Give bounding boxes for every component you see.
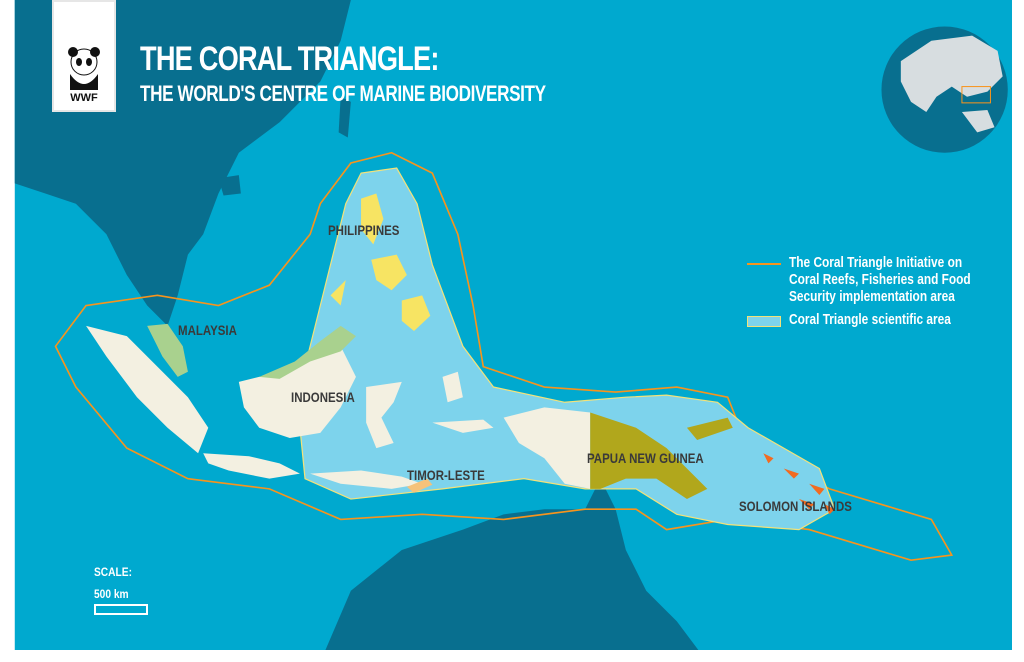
orange-line-swatch xyxy=(747,263,781,265)
globe-highlight-box xyxy=(961,86,991,104)
wwf-logo: WWF xyxy=(52,0,116,112)
legend-text: Security implementation area xyxy=(789,289,955,305)
legend-item-scientific-area: Coral Triangle scientific area xyxy=(747,312,1011,329)
title-block: THE CORAL TRIANGLE: THE WORLD'S CENTRE O… xyxy=(140,40,660,107)
page-title: THE CORAL TRIANGLE: xyxy=(140,40,439,78)
philippines-land xyxy=(330,193,431,331)
legend-text: Coral Triangle scientific area xyxy=(789,312,951,328)
cti-boundary[interactable] xyxy=(54,151,954,561)
map-frame: WWF THE CORAL TRIANGLE: THE WORLD'S CENT… xyxy=(12,0,1012,650)
sulawesi xyxy=(366,381,402,449)
east-malaysia xyxy=(259,325,356,379)
legend-item-cti-area: The Coral Triangle Initiative on Coral R… xyxy=(747,255,1011,306)
label-timor-leste: TIMOR-LESTE xyxy=(407,467,485,483)
label-indonesia: INDONESIA xyxy=(291,389,355,405)
maluku xyxy=(432,371,494,433)
legend-text: The Coral Triangle Initiative on xyxy=(789,255,963,271)
java xyxy=(203,453,300,479)
borneo-indonesia xyxy=(238,346,356,438)
timor-leste xyxy=(406,478,433,493)
taiwan xyxy=(338,96,351,138)
globe-land xyxy=(900,35,1003,133)
label-papua-new-guinea: PAPUA NEW GUINEA xyxy=(587,450,704,466)
papua-new-guinea-land xyxy=(590,412,733,500)
logo-text: WWF xyxy=(70,92,98,104)
label-solomon-islands: SOLOMON ISLANDS xyxy=(739,498,852,514)
scale-distance: 500 km xyxy=(94,587,129,601)
page-subtitle: THE WORLD'S CENTRE OF MARINE BIODIVERSIT… xyxy=(140,81,546,106)
scale-bar: SCALE: 500 km xyxy=(94,565,148,615)
light-blue-box-swatch xyxy=(747,316,781,327)
legend-text: Coral Reefs, Fisheries and Food xyxy=(789,272,971,288)
coral-triangle-map[interactable] xyxy=(12,0,1012,650)
scale-bar-graphic xyxy=(94,604,148,615)
legend: The Coral Triangle Initiative on Coral R… xyxy=(747,255,1011,329)
lesser-sunda xyxy=(310,470,423,489)
solomon-islands-land xyxy=(763,453,835,515)
label-philippines: PHILIPPINES xyxy=(328,222,400,238)
hainan xyxy=(218,175,241,196)
peninsular-malaysia xyxy=(147,323,188,377)
scale-label: SCALE: xyxy=(94,565,132,579)
papua-indonesia xyxy=(503,407,591,489)
australia xyxy=(325,478,699,650)
sumatra xyxy=(86,325,209,454)
panda-icon xyxy=(68,47,100,90)
label-malaysia: MALAYSIA xyxy=(178,322,237,338)
